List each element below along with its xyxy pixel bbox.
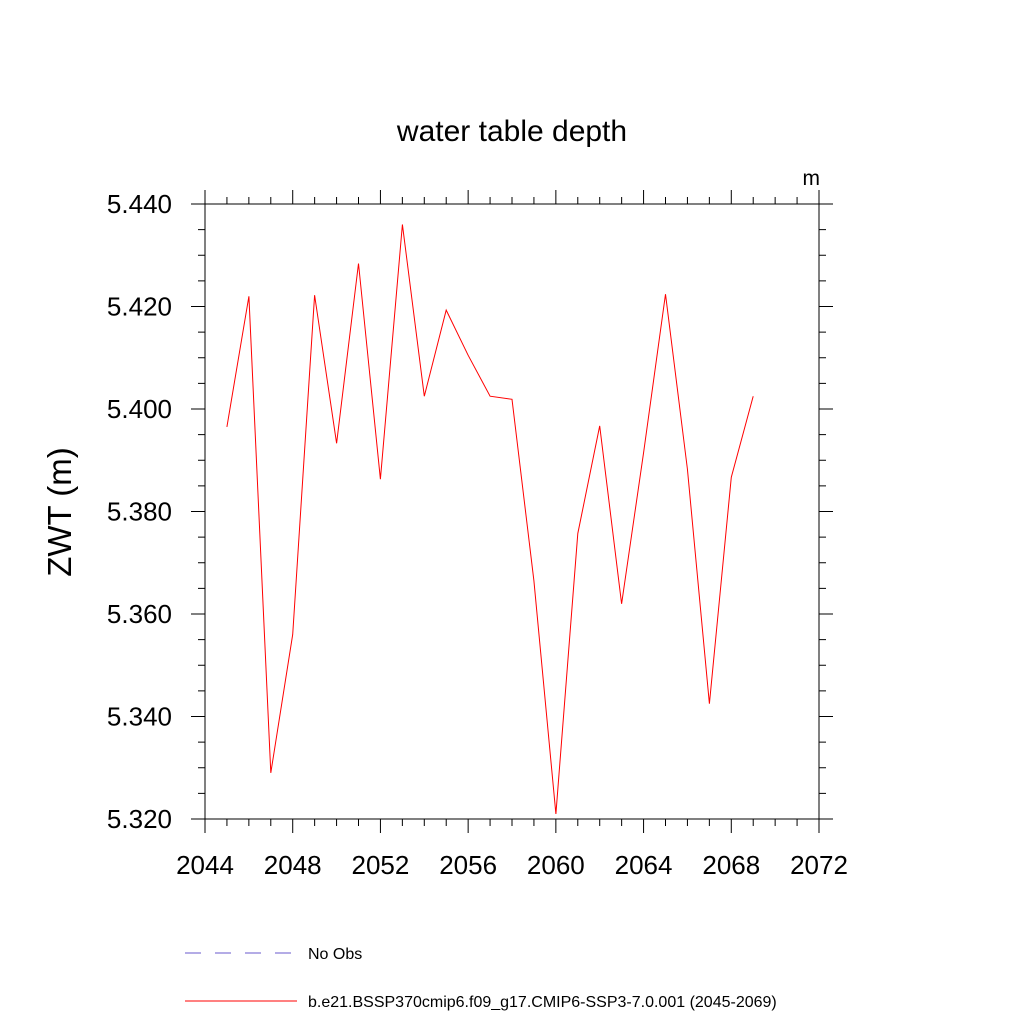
tick-labels: 2044 2048 2052 2056 2060 2064 2068 2072 5.320 5.3… — [107, 189, 848, 880]
plot-frame — [204, 203, 820, 820]
y-tick-label: 5.400 — [107, 394, 172, 424]
y-tick-label: 5.320 — [107, 804, 172, 834]
x-tick-label: 2048 — [264, 850, 322, 880]
major-ticks — [191, 190, 833, 833]
y-tick-label: 5.360 — [107, 599, 172, 629]
chart-title: water table depth — [396, 115, 627, 148]
x-tick-label: 2064 — [615, 850, 673, 880]
y-tick-label: 5.440 — [107, 189, 172, 219]
x-tick-label: 2072 — [790, 850, 848, 880]
x-tick-label: 2056 — [439, 850, 497, 880]
minor-ticks — [198, 197, 826, 826]
series-line — [226, 224, 754, 814]
x-tick-label: 2052 — [352, 850, 410, 880]
units-label: m — [803, 167, 821, 190]
y-tick-label: 5.380 — [107, 497, 172, 527]
y-tick-label: 5.340 — [107, 702, 172, 732]
x-tick-label: 2060 — [527, 850, 585, 880]
x-tick-label: 2068 — [702, 850, 760, 880]
legend-label: b.e21.BSSP370cmip6.f09_g17.CMIP6-SSP3-7.… — [308, 994, 777, 1011]
y-axis-title: ZWT (m) — [41, 447, 78, 577]
y-tick-label: 5.420 — [107, 292, 172, 322]
x-tick-label: 2044 — [176, 850, 234, 880]
legend: No Obs b.e21.BSSP370cmip6.f09_g17.CMIP6-S… — [185, 946, 777, 1011]
series-layer — [226, 224, 754, 814]
legend-label: No Obs — [308, 946, 362, 963]
